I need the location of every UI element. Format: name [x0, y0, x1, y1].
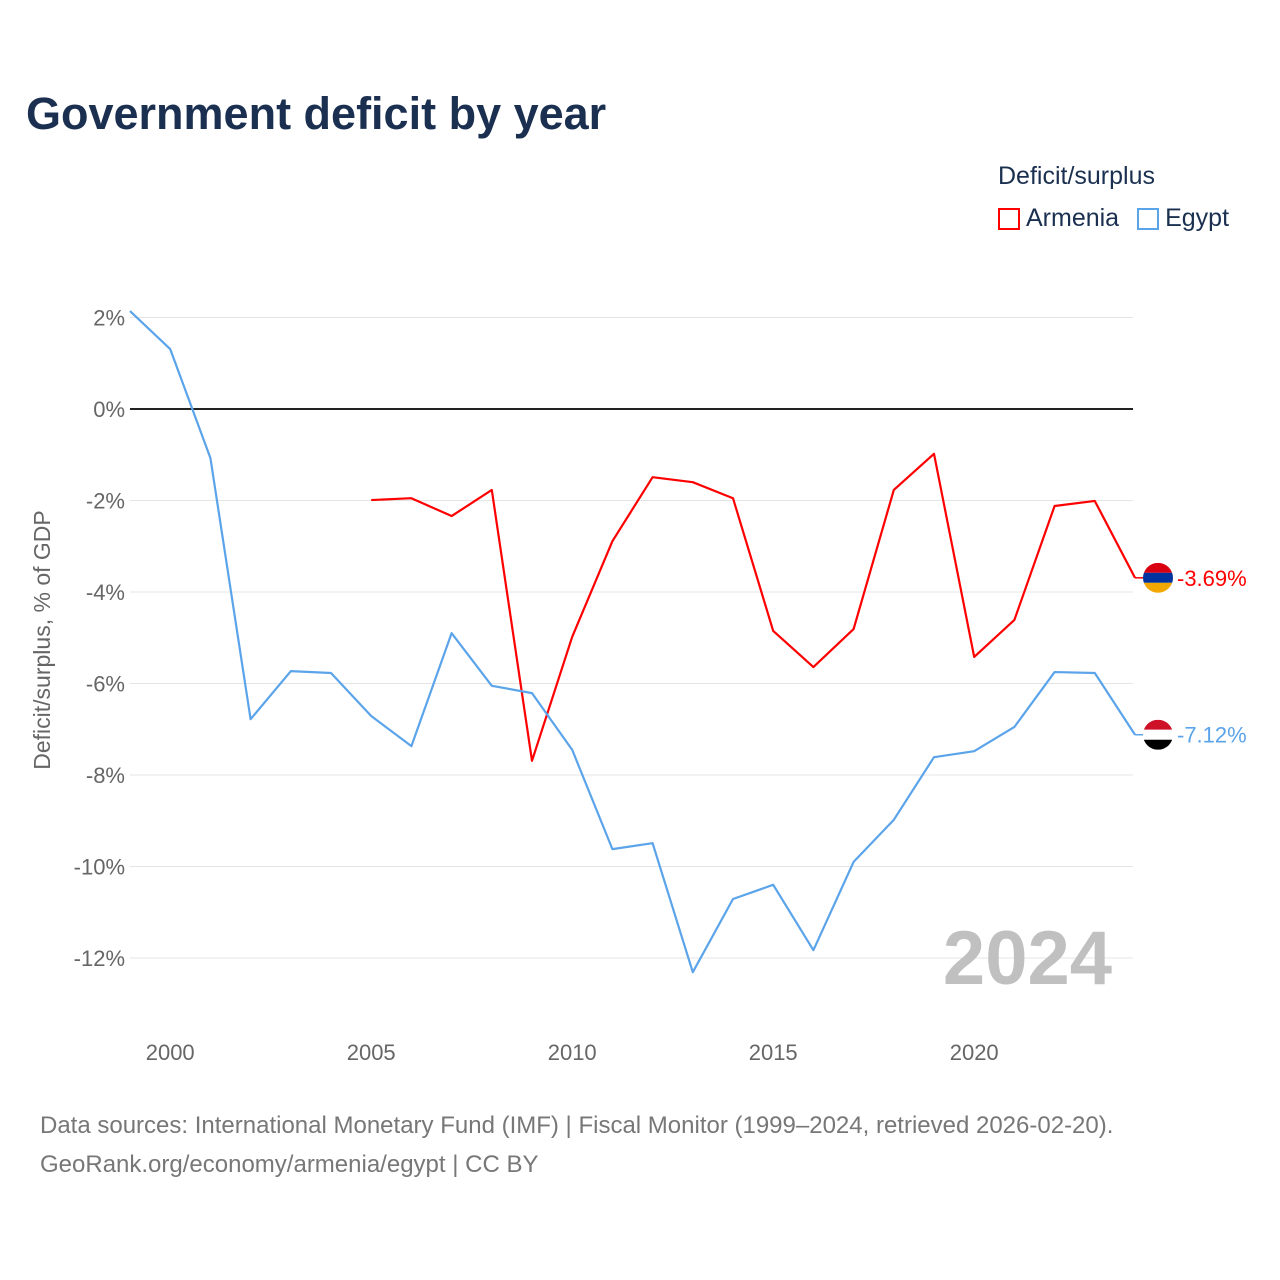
legend-item-armenia[interactable]: Armenia	[998, 204, 1119, 233]
legend: Armenia Egypt	[998, 204, 1229, 233]
y-tick-label: -4%	[86, 580, 125, 605]
x-tick-label: 2015	[749, 1040, 798, 1065]
flag-armenia-icon	[1143, 562, 1173, 573]
legend-swatch-egypt	[1137, 207, 1160, 230]
source-line-1: Data sources: International Monetary Fun…	[40, 1112, 1114, 1139]
y-tick-label: 0%	[93, 397, 125, 422]
legend-swatch-armenia	[998, 207, 1020, 230]
flag-egypt-icon	[1143, 729, 1173, 740]
series-line-egypt	[129, 310, 1136, 974]
x-tick-label: 2000	[146, 1040, 195, 1065]
x-tick-label: 2010	[548, 1040, 597, 1065]
legend-label: Egypt	[1165, 204, 1230, 232]
legend-label: Armenia	[1026, 204, 1120, 232]
chart-title: Government deficit by year	[26, 88, 607, 139]
x-tick-label: 2005	[347, 1040, 396, 1065]
y-tick-label: -2%	[86, 489, 125, 514]
source-line-2[interactable]: GeoRank.org/economy/armenia/egypt | CC B…	[40, 1151, 539, 1178]
y-tick-label: -10%	[74, 855, 125, 880]
end-value-label: -7.12%	[1177, 723, 1247, 748]
y-axis-label: Deficit/surplus, % of GDP	[29, 510, 55, 769]
flag-egypt-icon	[1143, 719, 1173, 730]
source-note: Data sources: International Monetary Fun…	[40, 1106, 1113, 1184]
flag-egypt-icon	[1143, 739, 1173, 750]
y-tick-label: 2%	[93, 306, 125, 331]
year-watermark: 2024	[943, 916, 1112, 1001]
flag-armenia-icon	[1143, 572, 1173, 583]
y-tick-label: -6%	[86, 672, 125, 697]
legend-item-egypt[interactable]: Egypt	[1137, 204, 1229, 233]
flag-armenia-icon	[1143, 582, 1173, 593]
y-tick-label: -8%	[86, 763, 125, 788]
series-line-armenia	[371, 452, 1136, 762]
legend-title: Deficit/surplus	[998, 162, 1155, 190]
end-value-label: -3.69%	[1177, 566, 1247, 591]
x-tick-label: 2020	[950, 1040, 999, 1065]
y-tick-label: -12%	[74, 946, 125, 971]
